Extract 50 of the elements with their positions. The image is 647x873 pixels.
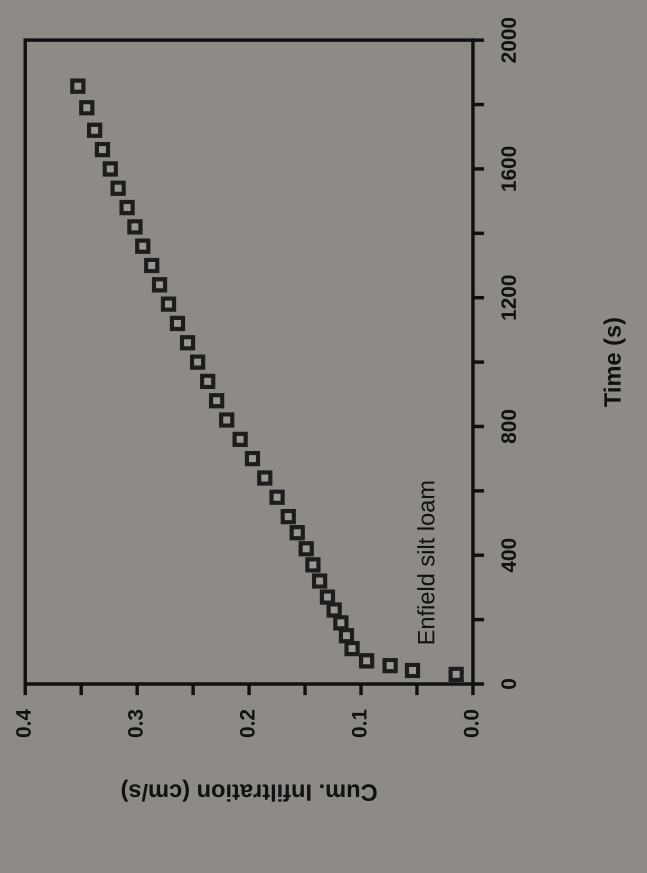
point: [190, 354, 206, 370]
y-tick-label: 1200: [501, 275, 516, 320]
point: [180, 335, 196, 350]
point: [70, 78, 86, 94]
point: [152, 277, 168, 292]
point: [382, 658, 398, 674]
y-axis-title: Time (s): [603, 318, 626, 407]
point: [290, 525, 305, 540]
point: [320, 589, 336, 605]
point: [219, 412, 234, 428]
point: [102, 161, 118, 177]
point: [232, 432, 248, 447]
x-tick-label: 0.1: [352, 710, 367, 738]
point: [86, 122, 102, 138]
point: [170, 316, 186, 332]
point: [144, 258, 160, 274]
point: [344, 640, 360, 656]
y-tick-label: 800: [501, 410, 516, 444]
point: [269, 490, 285, 505]
point: [305, 557, 321, 573]
point: [110, 180, 126, 196]
point: [448, 666, 464, 682]
x-tick-label: 0.2: [240, 710, 255, 738]
point: [135, 238, 150, 254]
point: [94, 142, 110, 158]
point: [404, 662, 420, 678]
point: [79, 100, 94, 116]
x-axis-title: Cum. Infiltration (cm/s): [122, 780, 377, 802]
y-tick-label: 1600: [501, 146, 516, 191]
x-tick-label: 0.4: [16, 709, 31, 738]
point: [280, 508, 296, 524]
point: [338, 628, 354, 644]
point: [312, 573, 328, 589]
x-tick-label: 0.3: [128, 710, 143, 738]
point: [257, 470, 272, 486]
annotation: Enfield silt loam: [417, 482, 435, 644]
point: [208, 393, 224, 408]
y-tick-label: 0: [501, 679, 516, 689]
point: [200, 374, 216, 390]
point: [358, 653, 374, 668]
x-tick-label: 0.0: [464, 710, 479, 738]
point: [298, 541, 314, 556]
y-tick-label: 2000: [501, 18, 516, 63]
y-tick-label: 400: [501, 538, 516, 572]
point: [326, 602, 342, 618]
point: [119, 200, 135, 216]
point: [160, 296, 176, 312]
point: [127, 219, 143, 235]
point: [244, 451, 260, 466]
point: [333, 615, 349, 630]
